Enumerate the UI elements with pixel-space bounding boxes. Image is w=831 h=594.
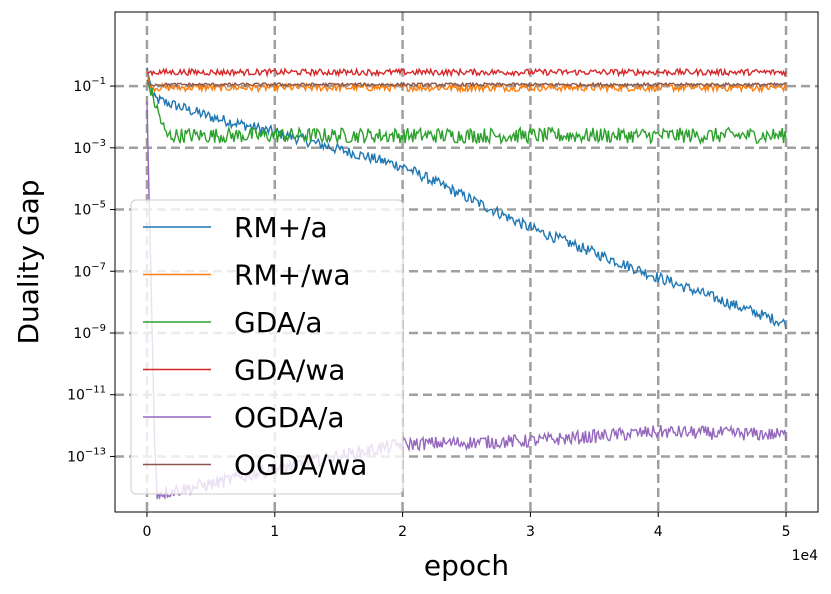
x-tick-label: 0: [142, 524, 151, 540]
x-tick-label: 1: [270, 524, 279, 540]
series-line-rm-a: [146, 67, 787, 330]
y-axis-label: Duality Gap: [12, 179, 45, 344]
legend-label: OGDA/wa: [234, 449, 367, 482]
legend-box: [130, 199, 404, 495]
x-offset-label: 1e4: [792, 548, 819, 564]
y-tick-label: 10−7: [73, 261, 106, 280]
y-tick-label: 10−3: [73, 138, 106, 157]
legend-label: OGDA/a: [234, 401, 345, 434]
y-tick-label: 10−1: [73, 76, 106, 95]
y-tick-label: 10−11: [67, 385, 106, 404]
y-tick-label: 10−13: [67, 446, 106, 465]
legend-label: GDA/a: [234, 306, 323, 339]
series-line-gda-wa: [146, 66, 787, 78]
axis-ticks: 0 1 2 3 4 5 10−1 10−3 10−5 10−7 10−9 10−11 10−13: [67, 76, 790, 540]
series-line-ogda-wa: [146, 79, 787, 88]
x-axis-label: epoch: [424, 549, 509, 582]
legend-label: GDA/wa: [234, 354, 345, 387]
legend: RM+/a RM+/wa GDA/a GDA/wa OGDA/a OGDA/wa: [130, 199, 404, 495]
x-tick-label: 3: [526, 524, 535, 540]
axes-frame: [114, 11, 819, 513]
x-tick-label: 2: [398, 524, 407, 540]
x-tick-label: 5: [782, 524, 791, 540]
legend-label: RM+/a: [234, 211, 328, 244]
series-line-gda-a: [146, 79, 787, 146]
y-tick-label: 10−9: [73, 323, 106, 342]
legend-label: RM+/wa: [234, 259, 351, 292]
y-tick-label: 10−5: [73, 200, 106, 219]
x-tick-label: 4: [654, 524, 663, 540]
